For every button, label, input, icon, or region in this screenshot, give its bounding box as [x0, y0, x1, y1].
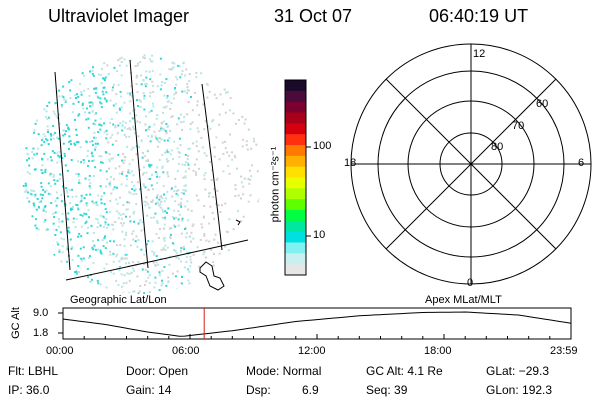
observation-date: 31 Oct 07 — [274, 6, 353, 26]
colorbar-cell — [285, 80, 306, 92]
timeline-panel — [58, 307, 572, 340]
x-tick-1200: 12:00 — [298, 345, 326, 357]
colorbar-cell — [285, 145, 306, 157]
latitude-line — [65, 239, 249, 281]
x-tick-2359: 23:59 — [550, 345, 578, 357]
instrument-title: Ultraviolet Imager — [48, 6, 190, 26]
x-tick-1800: 18:00 — [424, 345, 452, 357]
colorbar-cell — [285, 210, 306, 222]
coastline-small — [235, 219, 241, 226]
flight-filter: Flt: LBHL — [8, 364, 59, 378]
mlat-label-70: 70 — [512, 120, 525, 132]
mlat-label-60: 60 — [536, 98, 549, 110]
longitude-line — [201, 83, 223, 251]
colorbar-unit-label: photon cm⁻²s⁻¹ — [269, 146, 282, 223]
x-tick-0000: 00:00 — [46, 345, 74, 357]
colorbar-cell — [285, 177, 306, 189]
colorbar-cell — [285, 123, 306, 135]
colorbar-cell — [285, 253, 306, 265]
polar-grid — [350, 43, 592, 285]
earth-image — [22, 54, 261, 294]
geo-latitude: GLat: −29.3 — [486, 364, 550, 378]
colorbar-cell — [285, 101, 306, 113]
coastline — [199, 261, 225, 291]
geo-longitude: GLon: 192.3 — [486, 383, 553, 397]
x-tick-0600: 06:00 — [172, 345, 200, 357]
longitude-line — [54, 71, 71, 271]
colorbar-cell — [285, 90, 306, 103]
mlt-label-6: 6 — [578, 157, 585, 169]
colorbar-cell — [285, 155, 306, 168]
gc-altitude: GC Alt: 4.1 Re — [366, 364, 443, 378]
observation-time: 06:40:19 UT — [429, 6, 529, 26]
mlat-label-80: 80 — [491, 141, 504, 153]
geographic-label: Geographic Lat/Lon — [70, 294, 167, 306]
colorbar-cell — [285, 112, 306, 124]
y-tick-min: 1.8 — [33, 327, 49, 339]
dsp-value: 6.9 — [302, 383, 319, 397]
y-tick-max: 9.0 — [33, 307, 49, 319]
colorbar-cell — [285, 220, 306, 233]
colorbar-cell — [285, 166, 306, 178]
ip-value: IP: 36.0 — [8, 383, 50, 397]
colorbar-cell — [285, 199, 306, 211]
colorbar-cell — [285, 188, 306, 200]
colorbar-tick-10: 10 — [313, 229, 326, 241]
colorbar-cell — [285, 231, 306, 243]
sequence-number: Seq: 39 — [366, 383, 408, 397]
door-status: Door: Open — [126, 364, 189, 378]
altitude-curve — [62, 311, 572, 337]
colorbar-tick-100: 100 — [313, 140, 332, 152]
gain-value: Gain: 14 — [126, 383, 172, 397]
colorbar-cell — [285, 242, 306, 254]
dsp-label: Dsp: — [246, 383, 271, 397]
color-bar — [284, 79, 311, 276]
mlt-label-0: 0 — [467, 277, 474, 289]
apex-label: Apex MLat/MLT — [425, 294, 502, 306]
longitude-line — [129, 59, 149, 269]
mode-status: Mode: Normal — [246, 364, 322, 378]
mlt-label-18: 18 — [344, 157, 357, 169]
emission-speckle — [22, 54, 261, 294]
colorbar-cell — [285, 264, 306, 276]
timeline-y-title: GC Alt — [10, 307, 22, 339]
colorbar-cell — [285, 134, 306, 146]
mlt-label-12: 12 — [473, 48, 486, 60]
